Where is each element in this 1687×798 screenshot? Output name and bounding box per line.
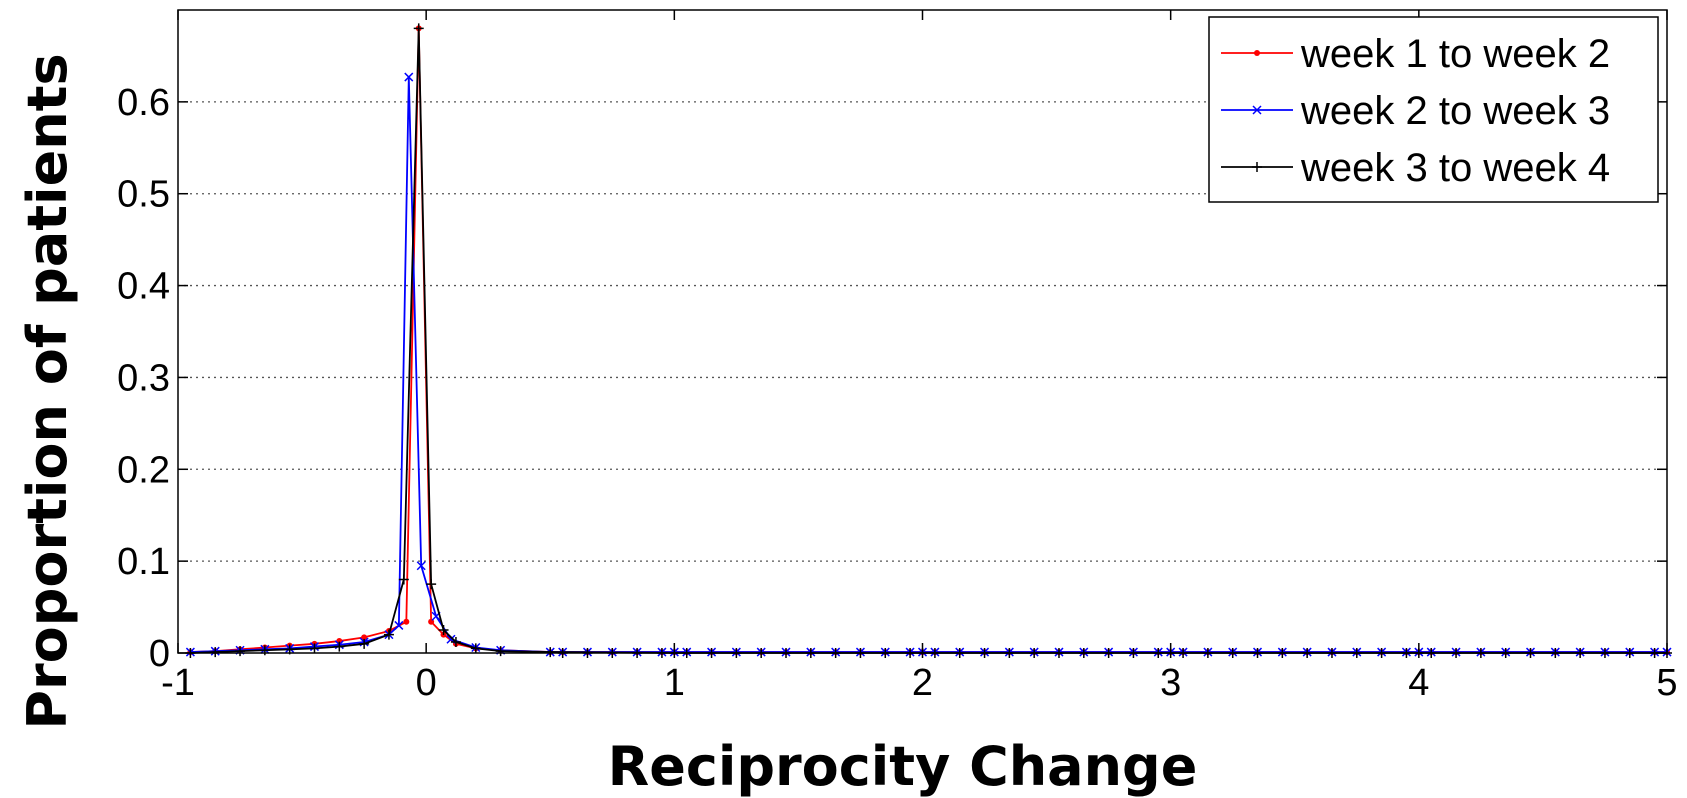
data-point [403,618,410,625]
data-point [416,561,426,571]
data-point [398,574,409,585]
data-point [1252,162,1262,172]
data-point [383,629,394,640]
data-point [545,647,556,658]
x-tick-label: 5 [1656,662,1677,704]
x-tick-label: -1 [161,662,195,704]
y-tick-label: 0 [149,633,170,675]
data-point [1252,105,1262,115]
x-tick-label: 2 [912,662,933,704]
legend: week 1 to week 2 week 2 to week 3 week 3 t… [1208,16,1659,203]
x-axis-title: Reciprocity Change [608,735,1198,798]
data-point [334,641,345,652]
data-point [404,72,414,82]
legend-entry: week 2 to week 3 [1221,89,1610,133]
legend-entry: week 3 to week 4 [1221,146,1610,190]
legend-entry: week 1 to week 2 [1221,32,1610,76]
data-point [210,647,221,658]
x-tick-label: 0 [416,662,437,704]
data-point [1254,50,1260,56]
data-point [361,634,368,641]
data-point [359,638,370,649]
x-tick-label: 3 [1160,662,1181,704]
y-tick-label: 0.6 [117,82,170,124]
data-point [470,643,481,654]
data-point [235,646,246,657]
data-point [450,636,461,647]
y-axis-title: Proportion of patients [16,53,79,729]
x-tick-label: 4 [1408,662,1429,704]
legend-label: week 1 to week 2 [1300,32,1610,76]
x-tick-label: 1 [664,662,685,704]
grid-layer [178,101,1667,562]
y-tick-label: 0.4 [117,266,170,308]
data-point [413,23,424,34]
y-tick-label: 0.1 [117,541,170,583]
series-line [190,77,1667,653]
data-point [438,625,449,636]
y-tick-label: 0.2 [117,449,170,491]
tick-layer: -1 0 1 2 3 4 500.10.20.30.40.50.6 [117,10,1678,704]
data-point [394,620,404,630]
data-point [309,643,320,654]
data-point [426,579,437,590]
legend-label: week 3 to week 4 [1300,146,1610,190]
y-tick-label: 0.5 [117,174,170,216]
legend-label: week 2 to week 3 [1300,89,1610,133]
data-point [495,646,506,657]
y-tick-label: 0.3 [117,357,170,399]
